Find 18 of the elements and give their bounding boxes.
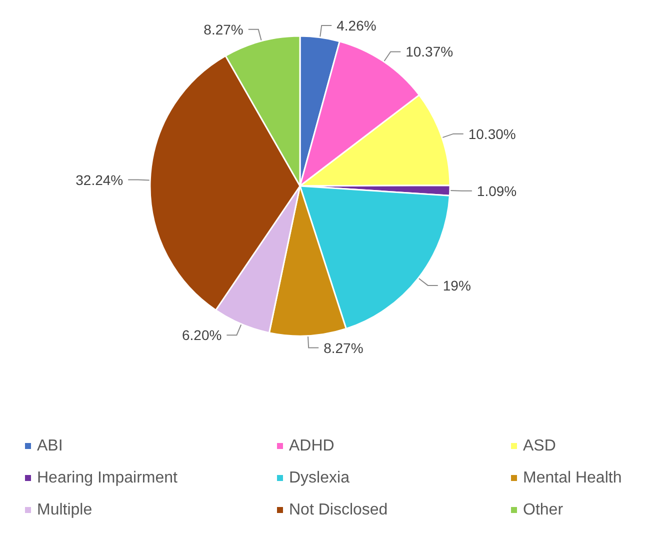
data-label: 10.30%: [468, 126, 516, 142]
data-label: 8.27%: [204, 21, 244, 38]
data-label: 10.37%: [406, 44, 454, 60]
data-label: 19%: [442, 277, 471, 294]
legend-label: ASD: [523, 438, 556, 454]
data-label: 6.20%: [182, 327, 222, 344]
legend-label: Not Disclosed: [289, 502, 388, 518]
data-label: 32.24%: [76, 172, 124, 188]
legend-label: Hearing Impairment: [37, 470, 178, 486]
legend-label: ADHD: [289, 438, 334, 454]
legend-label: Mental Health: [523, 470, 622, 486]
legend-label: Dyslexia: [289, 470, 350, 486]
data-label: 1.09%: [476, 182, 517, 199]
legend-label: ABI: [37, 438, 63, 454]
legend-label: Other: [523, 502, 564, 518]
data-label: 4.26%: [336, 17, 376, 34]
data-label: 8.27%: [324, 340, 364, 356]
legend-label: Multiple: [37, 502, 92, 518]
